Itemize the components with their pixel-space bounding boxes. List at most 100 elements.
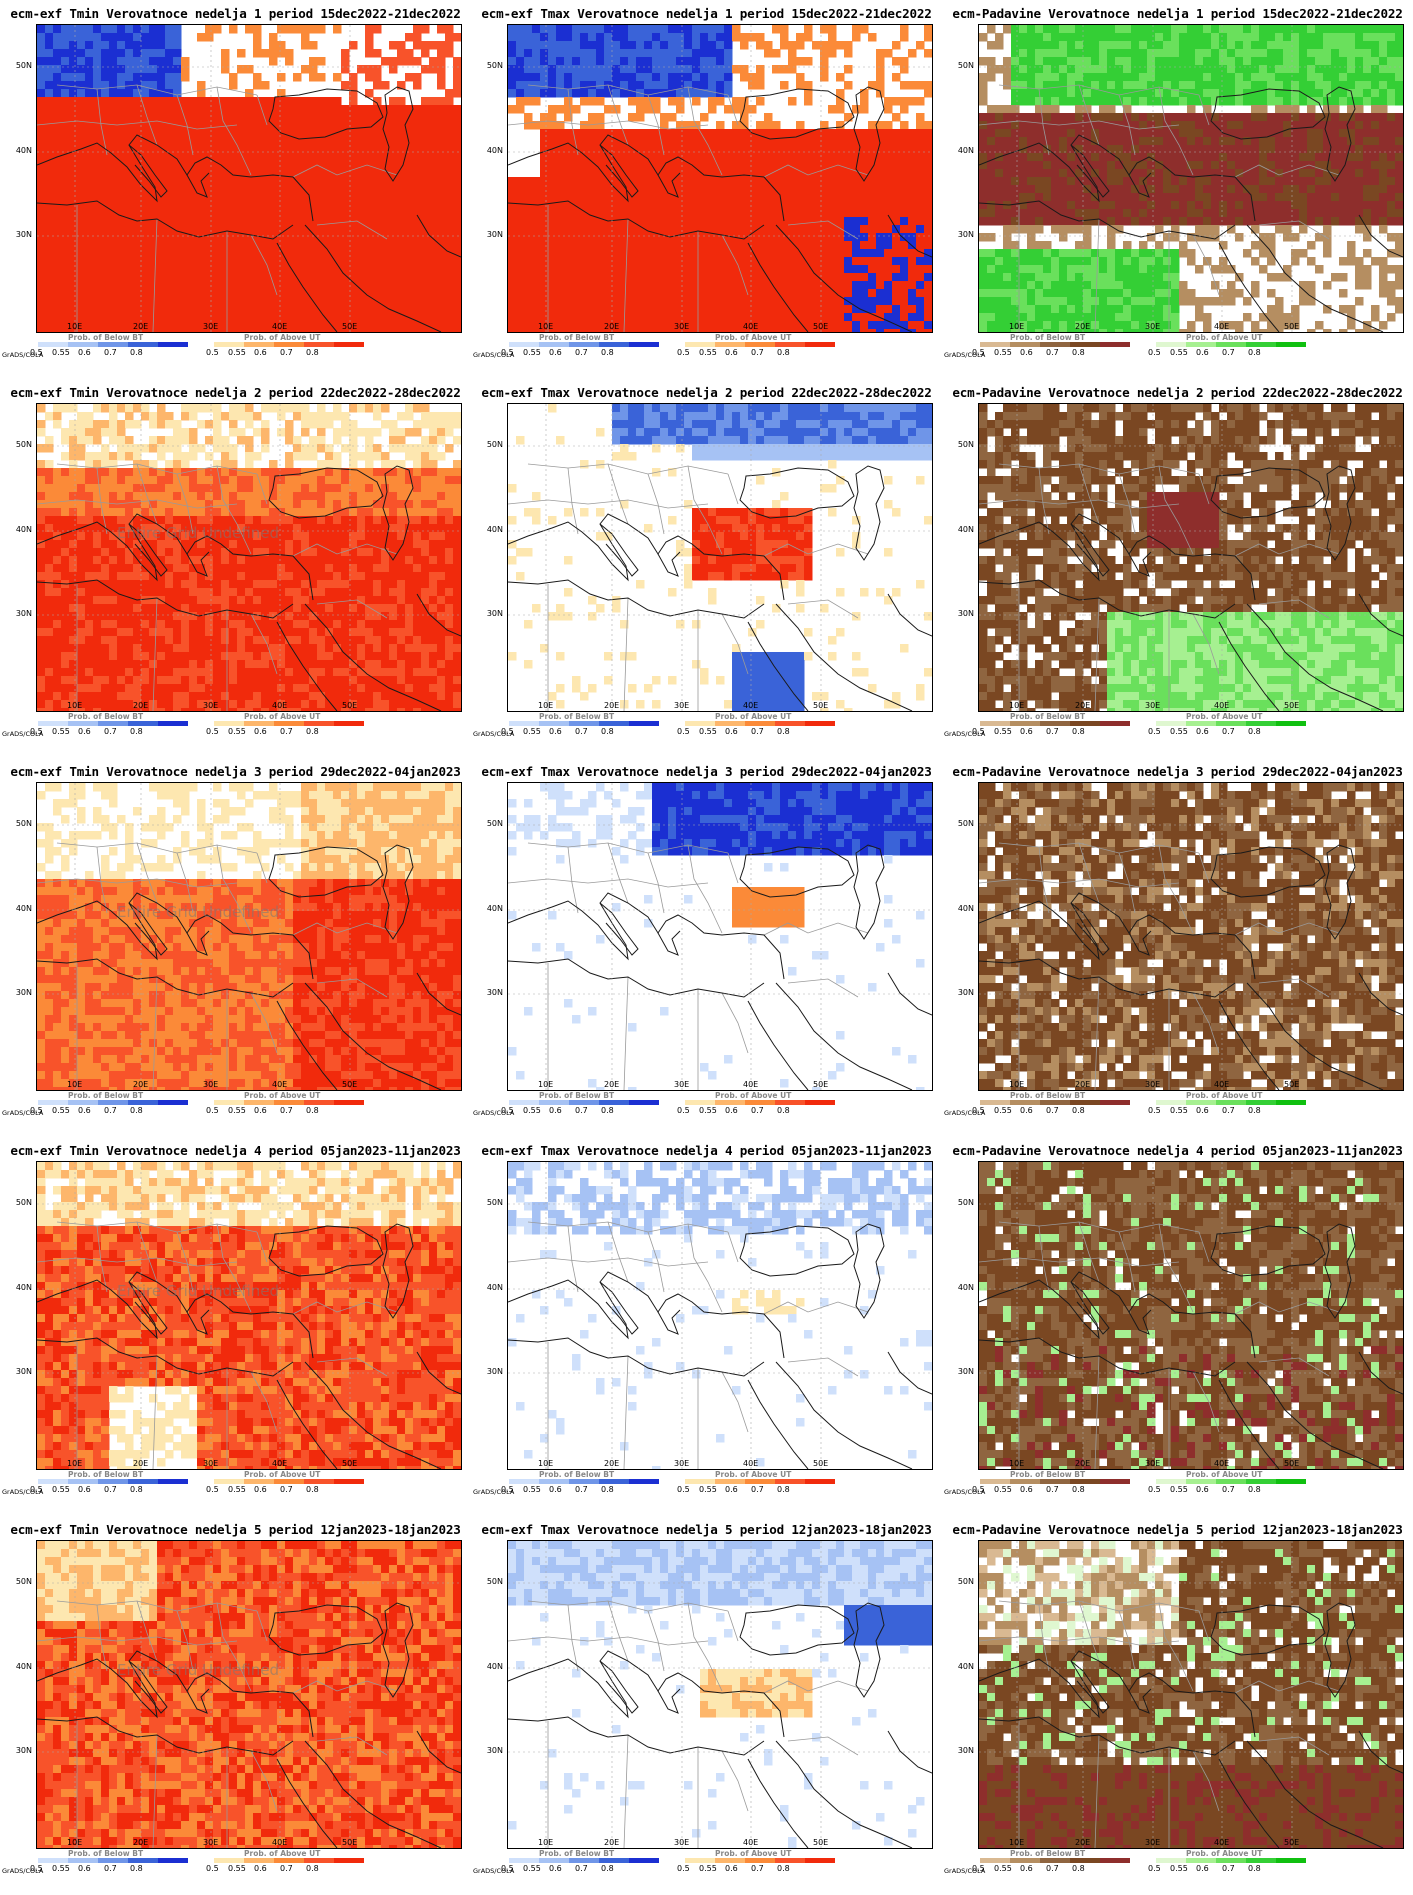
probability-cell xyxy=(277,193,286,202)
probability-cell xyxy=(429,161,438,170)
probability-cell xyxy=(1195,153,1204,162)
probability-cell xyxy=(237,329,246,332)
probability-cell xyxy=(540,49,549,58)
probability-cell xyxy=(1043,89,1052,98)
probability-cell xyxy=(157,49,166,58)
probability-cell xyxy=(876,137,885,146)
probability-cell xyxy=(1099,129,1108,138)
probability-cell xyxy=(1027,57,1036,66)
probability-cell xyxy=(580,329,589,332)
probability-cell xyxy=(269,137,278,146)
probability-cell xyxy=(1147,209,1156,218)
probability-cell xyxy=(796,313,805,322)
probability-cell xyxy=(1275,201,1284,210)
probability-cell xyxy=(85,289,94,298)
probability-cell xyxy=(197,241,206,250)
coastline xyxy=(747,242,809,332)
probability-cell xyxy=(924,121,932,130)
probability-cell xyxy=(1131,97,1140,106)
probability-cell xyxy=(437,201,446,210)
probability-cell xyxy=(53,41,62,50)
probability-cell xyxy=(125,329,134,332)
probability-cell xyxy=(341,273,350,282)
probability-cell xyxy=(325,121,334,130)
probability-cell xyxy=(317,121,326,130)
probability-cell xyxy=(1003,185,1012,194)
probability-cell xyxy=(604,249,613,258)
probability-cell xyxy=(644,241,653,250)
probability-cell xyxy=(796,329,805,332)
probability-cell xyxy=(532,265,541,274)
probability-cell xyxy=(109,257,118,266)
probability-cell xyxy=(1179,201,1188,210)
probability-cell xyxy=(1299,185,1308,194)
probability-cell xyxy=(421,177,430,186)
probability-cell xyxy=(1155,97,1164,106)
probability-cell xyxy=(109,241,118,250)
probability-cell xyxy=(397,81,406,90)
probability-cell xyxy=(1379,137,1388,146)
probability-cell xyxy=(892,329,901,332)
probability-cell xyxy=(1387,121,1396,130)
probability-cell xyxy=(564,265,573,274)
probability-cell xyxy=(828,177,837,186)
probability-cell xyxy=(628,113,637,122)
probability-cell xyxy=(1099,41,1108,50)
probability-cell xyxy=(1323,177,1332,186)
probability-cell xyxy=(868,273,877,282)
probability-cell xyxy=(237,121,246,130)
probability-cell xyxy=(668,81,677,90)
probability-cell xyxy=(620,65,629,74)
probability-cell xyxy=(716,65,725,74)
probability-cell xyxy=(1283,57,1292,66)
probability-cell xyxy=(1187,33,1196,42)
probability-cell xyxy=(1395,25,1403,34)
probability-cell xyxy=(788,297,797,306)
probability-cell xyxy=(1059,25,1068,34)
probability-cell xyxy=(740,257,749,266)
probability-cell xyxy=(676,105,685,114)
probability-cell xyxy=(588,161,597,170)
probability-cell xyxy=(612,105,621,114)
probability-cell xyxy=(1275,89,1284,98)
probability-cell xyxy=(349,193,358,202)
probability-cell xyxy=(884,105,893,114)
probability-cell xyxy=(772,65,781,74)
probability-cell xyxy=(692,265,701,274)
probability-cell xyxy=(1099,97,1108,106)
probability-cell xyxy=(1379,121,1388,130)
probability-cell xyxy=(724,217,733,226)
probability-cell xyxy=(1075,169,1084,178)
probability-cell xyxy=(85,97,94,106)
probability-cell xyxy=(357,297,366,306)
probability-cell xyxy=(1027,33,1036,42)
probability-cell xyxy=(1107,41,1116,50)
probability-cell xyxy=(556,225,565,234)
probability-cell xyxy=(1387,65,1396,74)
probability-cell xyxy=(508,329,517,332)
probability-cell xyxy=(636,153,645,162)
probability-cell xyxy=(421,273,430,282)
probability-cell xyxy=(1107,65,1116,74)
probability-cell xyxy=(1355,145,1364,154)
probability-cell xyxy=(37,49,46,58)
probability-cell xyxy=(253,33,262,42)
probability-cell xyxy=(85,153,94,162)
probability-cell xyxy=(540,305,549,314)
probability-cell xyxy=(53,113,62,122)
coastline xyxy=(268,88,384,140)
probability-cell xyxy=(109,137,118,146)
probability-cell xyxy=(1163,57,1172,66)
probability-cell xyxy=(221,225,230,234)
probability-cell xyxy=(141,57,150,66)
probability-cell xyxy=(141,273,150,282)
probability-cell xyxy=(37,321,46,330)
probability-cell xyxy=(325,257,334,266)
probability-cell xyxy=(1211,161,1220,170)
probability-cell xyxy=(1011,97,1020,106)
probability-cell xyxy=(628,201,637,210)
probability-cell xyxy=(1123,161,1132,170)
probability-cell xyxy=(820,273,829,282)
probability-cell xyxy=(173,281,182,290)
probability-cell xyxy=(389,313,398,322)
